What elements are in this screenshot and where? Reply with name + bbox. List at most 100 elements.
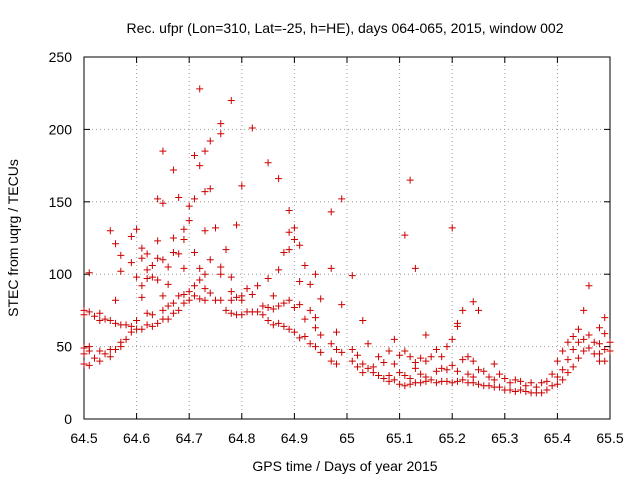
- y-tick-label: 100: [49, 266, 73, 282]
- data-point: [606, 347, 614, 355]
- data-point: [143, 309, 151, 317]
- data-point: [538, 389, 546, 397]
- data-point: [280, 299, 288, 307]
- data-point: [585, 331, 593, 339]
- data-point: [301, 262, 309, 270]
- data-point: [601, 314, 609, 322]
- data-point: [143, 275, 151, 283]
- x-tick-label: 64.6: [123, 430, 150, 446]
- data-point: [569, 332, 577, 340]
- data-point: [148, 262, 156, 270]
- data-point: [338, 301, 346, 309]
- data-point: [148, 311, 156, 319]
- data-point: [148, 322, 156, 330]
- data-point: [585, 344, 593, 352]
- data-point: [417, 354, 425, 362]
- data-point: [432, 345, 440, 353]
- data-point: [485, 382, 493, 390]
- data-point: [285, 206, 293, 214]
- data-point: [269, 321, 277, 329]
- data-point: [217, 296, 225, 304]
- data-point: [364, 364, 372, 372]
- data-point: [453, 322, 461, 330]
- data-point: [580, 335, 588, 343]
- data-point: [559, 347, 567, 355]
- data-point: [112, 319, 120, 327]
- data-point: [217, 130, 225, 138]
- data-point: [427, 353, 435, 361]
- data-point: [301, 315, 309, 323]
- data-point: [480, 367, 488, 375]
- data-point: [327, 208, 335, 216]
- data-point: [580, 347, 588, 355]
- data-point: [311, 314, 319, 322]
- data-point: [485, 373, 493, 381]
- data-point: [154, 319, 162, 327]
- data-point: [169, 309, 177, 317]
- data-point: [385, 377, 393, 385]
- data-point: [290, 224, 298, 232]
- data-point: [601, 345, 609, 353]
- y-tick-label: 200: [49, 121, 73, 137]
- data-point: [369, 369, 377, 377]
- data-point: [327, 264, 335, 272]
- data-point: [180, 235, 188, 243]
- data-point: [80, 311, 88, 319]
- data-point: [354, 351, 362, 359]
- data-point: [380, 374, 388, 382]
- data-point: [154, 254, 162, 262]
- data-point: [180, 299, 188, 307]
- data-point: [159, 199, 167, 207]
- data-point: [285, 228, 293, 236]
- data-point: [390, 360, 398, 368]
- data-point: [332, 345, 340, 353]
- data-point: [164, 315, 172, 323]
- data-point: [290, 235, 298, 243]
- data-point: [143, 266, 151, 274]
- data-point: [127, 259, 135, 267]
- data-point: [401, 347, 409, 355]
- x-tick-label: 65.2: [439, 430, 466, 446]
- data-point: [201, 270, 209, 278]
- data-point: [227, 273, 235, 281]
- data-point: [296, 277, 304, 285]
- data-point: [143, 250, 151, 258]
- data-point: [106, 227, 114, 235]
- data-point: [406, 380, 414, 388]
- data-point: [206, 256, 214, 264]
- data-point: [169, 234, 177, 242]
- data-point: [190, 282, 198, 290]
- data-point: [496, 383, 504, 391]
- data-point: [206, 289, 214, 297]
- y-axis-label: STEC from uqrg / TECUs: [5, 159, 21, 317]
- data-point: [122, 335, 130, 343]
- data-point: [548, 382, 556, 390]
- data-point: [469, 298, 477, 306]
- data-point: [133, 317, 141, 325]
- data-point: [206, 137, 214, 145]
- data-point: [190, 151, 198, 159]
- data-point: [348, 357, 356, 365]
- x-tick-label: 65: [339, 430, 355, 446]
- data-point: [543, 377, 551, 385]
- data-point: [227, 288, 235, 296]
- x-tick-label: 64.5: [70, 430, 97, 446]
- data-point: [427, 376, 435, 384]
- data-point: [264, 304, 272, 312]
- data-point: [243, 285, 251, 293]
- data-point: [196, 295, 204, 303]
- data-point: [585, 282, 593, 290]
- data-point: [133, 273, 141, 281]
- data-point: [317, 295, 325, 303]
- data-point: [459, 306, 467, 314]
- data-point: [306, 306, 314, 314]
- data-point: [138, 325, 146, 333]
- data-point: [553, 357, 561, 365]
- data-point: [196, 276, 204, 284]
- data-point: [422, 357, 430, 365]
- y-tick-labels: 0 50 100 150 200 250: [49, 49, 73, 427]
- data-point: [227, 96, 235, 104]
- x-tick-labels: 64.5 64.6 64.7 64.8 64.9 65 65.1 65.2 65.3 65.4 65…: [70, 430, 623, 446]
- data-point: [459, 376, 467, 384]
